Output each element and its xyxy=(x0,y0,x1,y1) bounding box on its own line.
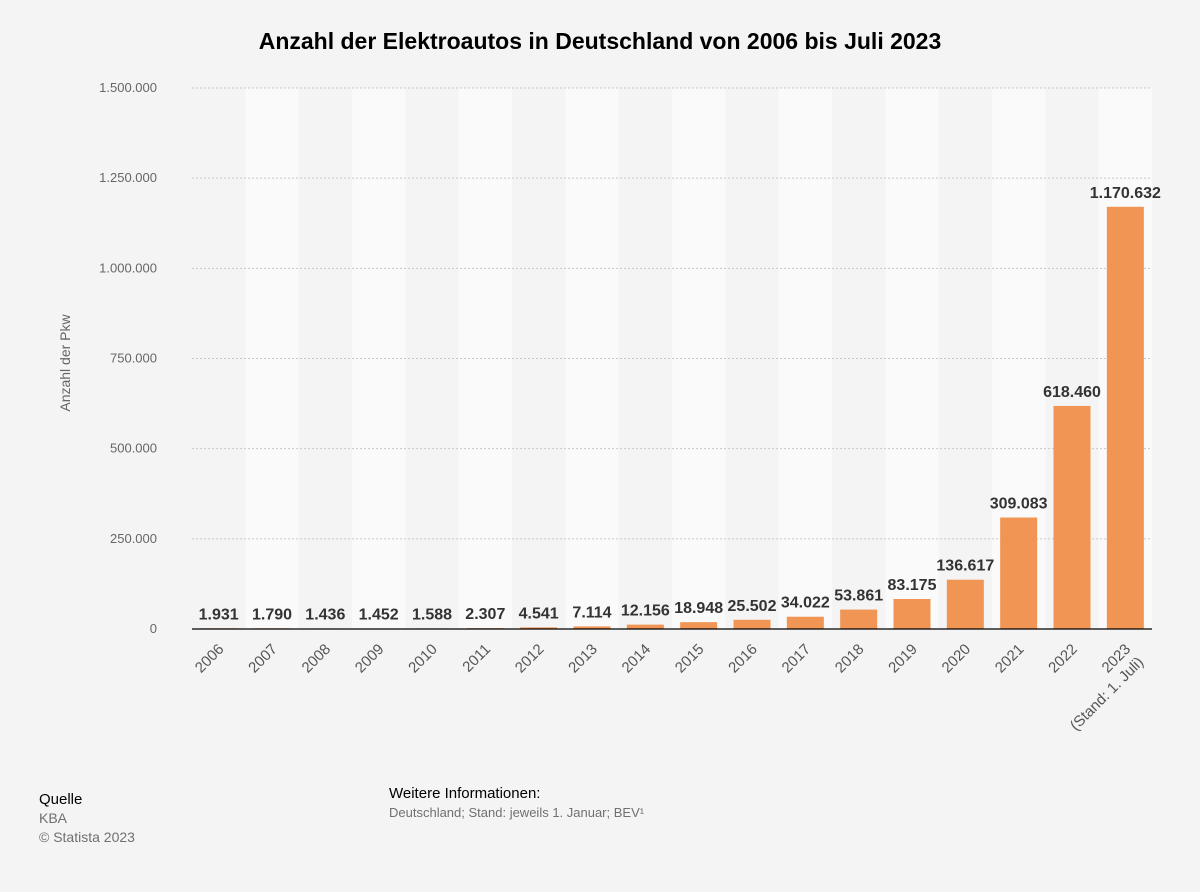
value-label-2011: 2.307 xyxy=(465,606,505,623)
source-block: Quelle KBA © Statista 2023 xyxy=(39,790,135,847)
x-tick-label-2020: 2020 xyxy=(939,641,975,677)
x-tick-label-2014: 2014 xyxy=(619,641,655,677)
y-tick-label: 500.000 xyxy=(110,441,157,456)
bar-2022 xyxy=(1053,405,1091,629)
copyright: © Statista 2023 xyxy=(39,829,135,845)
x-tick-label-2017: 2017 xyxy=(779,641,815,677)
info-text: Deutschland; Stand: jeweils 1. Januar; B… xyxy=(389,805,645,820)
bar-chart: 0 250.000 500.000 750.000 1.000.000 1.250.000… xyxy=(57,80,1161,734)
x-tick-label-2016: 2016 xyxy=(725,641,761,677)
value-label-2008: 1.436 xyxy=(305,606,345,623)
value-label-2021: 309.083 xyxy=(990,496,1048,513)
value-label-2006: 1.931 xyxy=(199,606,239,623)
x-tick-label-2019: 2019 xyxy=(885,641,921,677)
value-label-2007: 1.790 xyxy=(252,606,292,623)
value-label-2010: 1.588 xyxy=(412,606,452,623)
x-tick-label-2021: 2021 xyxy=(992,641,1028,677)
x-tick-label-2010: 2010 xyxy=(405,641,441,677)
value-label-2014: 12.156 xyxy=(621,603,670,620)
bar-2015 xyxy=(680,622,718,629)
value-label-2016: 25.502 xyxy=(728,598,777,615)
y-tick-label: 0 xyxy=(150,621,157,636)
x-tick-label-2007: 2007 xyxy=(245,641,281,677)
bar-2014 xyxy=(626,624,664,629)
y-tick-label: 1.500.000 xyxy=(99,80,157,95)
bar-2017 xyxy=(786,616,824,629)
chart-title: Anzahl der Elektroautos in Deutschland v… xyxy=(258,28,942,54)
x-tick-label-2009: 2009 xyxy=(352,641,388,677)
bar-2021 xyxy=(1000,517,1038,629)
x-tick-label-2022: 2022 xyxy=(1045,641,1081,677)
y-tick-label: 750.000 xyxy=(110,351,157,366)
y-axis-label: Anzahl der Pkw xyxy=(57,313,73,411)
x-tick-label-2012: 2012 xyxy=(512,641,548,677)
x-tick-label-2008: 2008 xyxy=(299,641,335,677)
value-label-2015: 18.948 xyxy=(674,600,723,617)
value-label-2023: 1.170.632 xyxy=(1090,185,1161,202)
bar-2012 xyxy=(520,627,558,629)
value-label-2020: 136.617 xyxy=(936,558,994,575)
bar-2019 xyxy=(893,599,931,629)
x-tick-label-2011: 2011 xyxy=(459,641,494,676)
bar-2013 xyxy=(573,626,611,629)
info-block: Weitere Informationen: Deutschland; Stan… xyxy=(389,784,644,822)
x-tick-label-2018: 2018 xyxy=(832,641,868,677)
bar-2016 xyxy=(733,619,771,629)
x-tick-label-2013: 2013 xyxy=(565,641,601,677)
y-tick-label: 1.250.000 xyxy=(99,170,157,185)
source-heading: Quelle xyxy=(39,791,83,808)
info-heading: Weitere Informationen: xyxy=(389,785,541,802)
value-label-2009: 1.452 xyxy=(359,606,399,623)
x-tick-label-2015: 2015 xyxy=(672,641,708,677)
bar-2018 xyxy=(840,609,878,629)
value-label-2017: 34.022 xyxy=(781,595,830,612)
value-label-2013: 7.114 xyxy=(572,604,611,621)
value-label-2012: 4.541 xyxy=(519,605,559,622)
value-label-2022: 618.460 xyxy=(1043,384,1101,401)
bar-2020 xyxy=(946,579,984,629)
value-label-2019: 83.175 xyxy=(888,577,937,594)
source-name: KBA xyxy=(39,810,68,826)
y-tick-label: 250.000 xyxy=(110,531,157,546)
y-tick-label: 1.000.000 xyxy=(99,260,157,275)
bar-2023 xyxy=(1106,206,1144,629)
x-tick-label-2006: 2006 xyxy=(192,641,228,677)
value-label-2018: 53.861 xyxy=(834,588,883,605)
